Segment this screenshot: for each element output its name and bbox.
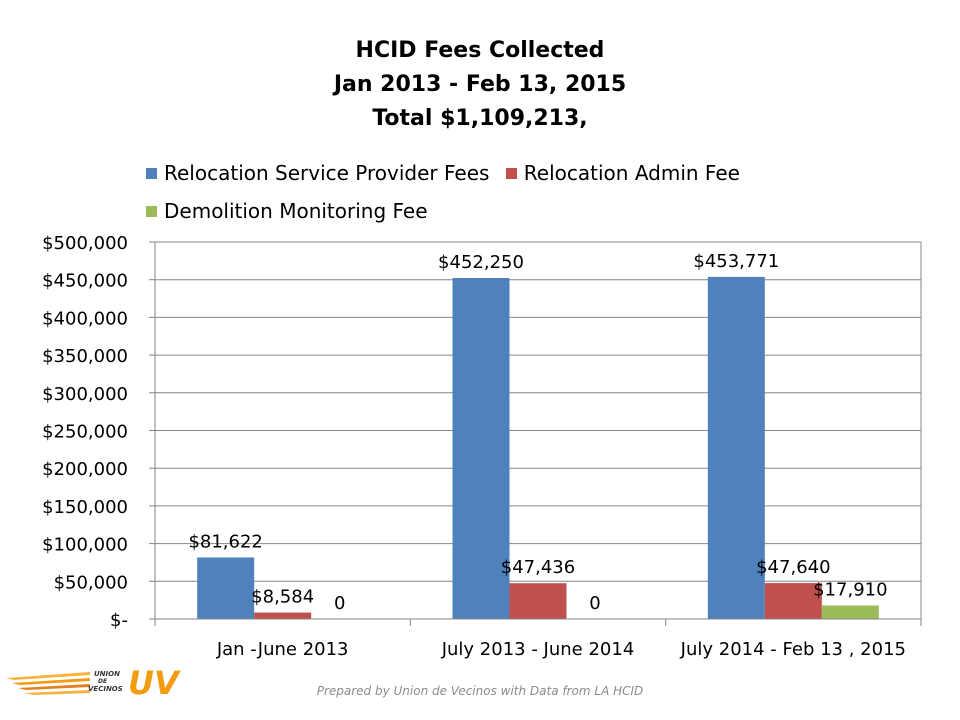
chart-legend: Relocation Service Provider Fees Relocat… (146, 154, 906, 230)
y-tick-label-9: $450,000 (42, 271, 128, 292)
y-tick-label-6: $300,000 (42, 384, 128, 405)
union-de-vecinos-logo: UNION DE VECINOS UV (6, 664, 181, 698)
legend-item-admin-fee: Relocation Admin Fee (505, 154, 740, 192)
x-category-label-0: Jan -June 2013 (216, 639, 349, 660)
data-label-series-0-cat-1: $452,250 (438, 252, 524, 273)
legend-label-demolition: Demolition Monitoring Fee (164, 199, 428, 223)
chart-title-line-2: Jan 2013 - Feb 13, 2015 (333, 72, 627, 97)
chart-title: HCID Fees Collected Jan 2013 - Feb 13, 2… (0, 34, 960, 136)
legend-label-service-provider: Relocation Service Provider Fees (164, 161, 490, 185)
legend-swatch-service-provider (146, 168, 157, 179)
y-tick-label-0: $- (110, 610, 128, 631)
y-tick-label-7: $350,000 (42, 346, 128, 367)
data-label-series-0-cat-2: $453,771 (693, 251, 779, 272)
logo-text-union: UNION (94, 670, 120, 678)
chart-title-line-3: Total $1,109,213, (372, 106, 588, 131)
y-tick-label-4: $200,000 (42, 459, 128, 480)
data-label-series-1-cat-0: $8,584 (251, 587, 314, 608)
bar-series-1-cat-0 (254, 612, 312, 619)
logo-text-de: DE (98, 678, 108, 685)
bar-series-0-cat-1 (452, 278, 510, 619)
bar-series-1-cat-1 (509, 583, 567, 619)
x-category-label-1: July 2013 - June 2014 (441, 639, 635, 660)
y-tick-label-8: $400,000 (42, 308, 128, 329)
y-tick-label-5: $250,000 (42, 422, 128, 443)
logo-text-vecinos: VECINOS (88, 685, 123, 693)
y-tick-label-2: $100,000 (42, 535, 128, 556)
footer-credit: Prepared by Union de Vecinos with Data f… (316, 684, 644, 698)
chart-title-line-1: HCID Fees Collected (355, 38, 605, 63)
legend-item-service-provider: Relocation Service Provider Fees (146, 154, 489, 192)
legend-item-demolition: Demolition Monitoring Fee (146, 192, 428, 230)
data-label-series-1-cat-2: $47,640 (756, 557, 830, 578)
y-tick-label-1: $50,000 (54, 572, 128, 593)
x-category-label-2: July 2014 - Feb 13 , 2015 (680, 639, 906, 660)
legend-swatch-demolition (146, 206, 157, 217)
bar-series-2-cat-2 (821, 605, 879, 619)
data-label-series-1-cat-1: $47,436 (501, 557, 575, 578)
y-tick-label-10: $500,000 (42, 233, 128, 254)
y-tick-label-3: $150,000 (42, 497, 128, 518)
bar-series-0-cat-2 (707, 276, 765, 619)
legend-label-admin-fee: Relocation Admin Fee (523, 161, 740, 185)
bar-series-0-cat-0 (197, 557, 255, 619)
data-label-series-2-cat-2: $17,910 (813, 579, 887, 600)
logo-speed-lines (6, 672, 90, 695)
legend-swatch-admin-fee (505, 168, 517, 179)
data-label-series-0-cat-0: $81,622 (188, 531, 262, 552)
data-label-series-2-cat-0: 0 (334, 593, 345, 614)
logo-mark-uv: UV (128, 664, 181, 698)
bar-series-1-cat-2 (764, 583, 822, 619)
data-label-series-2-cat-1: 0 (589, 593, 600, 614)
